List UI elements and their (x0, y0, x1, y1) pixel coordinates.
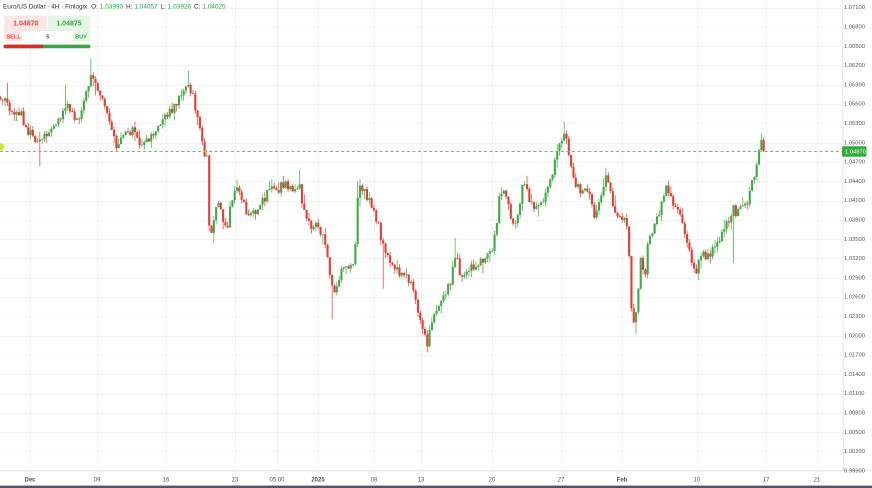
svg-text:05:00: 05:00 (269, 478, 285, 484)
svg-text:1.04700: 1.04700 (844, 160, 865, 166)
svg-text:1.04870: 1.04870 (845, 150, 866, 156)
svg-text:Feb: Feb (617, 478, 628, 484)
svg-text:Dec: Dec (24, 478, 36, 484)
svg-text:20: 20 (489, 478, 496, 484)
svg-text:1.00500: 1.00500 (844, 430, 865, 436)
svg-text:Euro/US Dollar · 4H · Finlogix: Euro/US Dollar · 4H · Finlogix O: 1.03990 H… (3, 3, 226, 10)
svg-text:23: 23 (232, 478, 239, 484)
svg-text:1.06800: 1.06800 (844, 25, 865, 31)
svg-text:1.01400: 1.01400 (844, 372, 865, 378)
svg-text:10: 10 (694, 478, 701, 484)
svg-text:09: 09 (94, 478, 101, 484)
svg-text:1.03500: 1.03500 (844, 237, 865, 243)
svg-text:1.06500: 1.06500 (844, 44, 865, 50)
svg-text:1.03800: 1.03800 (844, 218, 865, 224)
svg-text:1.04875: 1.04875 (56, 21, 81, 28)
svg-text:1.02300: 1.02300 (844, 314, 865, 320)
svg-text:1.04870: 1.04870 (13, 21, 38, 28)
svg-text:1.06200: 1.06200 (844, 63, 865, 69)
svg-text:2025: 2025 (311, 478, 325, 484)
svg-text:1.05900: 1.05900 (844, 82, 865, 88)
svg-text:1.04100: 1.04100 (844, 198, 865, 204)
svg-text:1.02900: 1.02900 (844, 275, 865, 281)
svg-text:1.05300: 1.05300 (844, 121, 865, 127)
svg-text:1.07100: 1.07100 (844, 5, 865, 11)
svg-text:BUY: BUY (75, 34, 87, 40)
svg-text:08: 08 (371, 478, 378, 484)
svg-text:16: 16 (163, 478, 170, 484)
svg-text:27: 27 (558, 478, 565, 484)
svg-text:1.01700: 1.01700 (844, 353, 865, 359)
svg-text:13: 13 (418, 478, 425, 484)
svg-text:1.05600: 1.05600 (844, 102, 865, 108)
svg-text:1.00800: 1.00800 (844, 411, 865, 417)
svg-text:1.02600: 1.02600 (844, 295, 865, 301)
svg-text:1.05000: 1.05000 (844, 140, 865, 146)
svg-text:5: 5 (46, 34, 49, 40)
svg-text:1.00200: 1.00200 (844, 449, 865, 455)
svg-text:21: 21 (814, 478, 821, 484)
svg-text:1.02000: 1.02000 (844, 333, 865, 339)
svg-text:1.03200: 1.03200 (844, 256, 865, 262)
svg-text:1.04400: 1.04400 (844, 179, 865, 185)
svg-text:0.99900: 0.99900 (844, 468, 865, 474)
svg-text:SELL: SELL (6, 34, 21, 40)
svg-text:1.01100: 1.01100 (844, 391, 865, 397)
svg-text:17: 17 (763, 478, 770, 484)
